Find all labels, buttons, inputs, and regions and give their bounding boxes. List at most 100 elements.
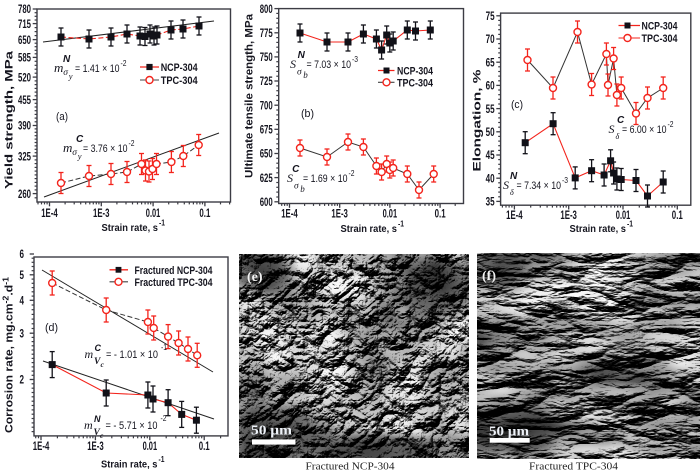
svg-text:40: 40 [486,171,495,185]
svg-text:390: 390 [18,119,31,133]
svg-text:70: 70 [486,32,495,46]
svg-text:m: m [63,140,72,155]
svg-text:-1: -1 [398,220,404,229]
svg-text:= - 5.71 × 10: = - 5.71 × 10 [106,420,158,432]
svg-text:715: 715 [18,17,31,31]
svg-text:75: 75 [486,9,495,23]
svg-text:65: 65 [486,55,495,69]
svg-text:Fractured TPC-304: Fractured TPC-304 [529,461,619,473]
svg-text:5: 5 [20,268,25,282]
svg-text:S: S [290,57,296,71]
svg-text:725: 725 [260,74,273,88]
svg-text:S: S [609,122,615,136]
svg-text:c: c [101,360,105,369]
svg-text:-2: -2 [668,120,674,129]
svg-text:780: 780 [18,2,31,16]
svg-text:(d): (d) [45,322,58,334]
svg-text:650: 650 [260,147,273,161]
svg-text:-2: -2 [121,59,127,68]
svg-text:NCP-304: NCP-304 [642,21,679,33]
svg-text:= 3.76 × 10: = 3.76 × 10 [83,143,128,155]
svg-text:650: 650 [18,33,31,47]
svg-text:700: 700 [260,98,273,112]
svg-text:45: 45 [486,148,495,162]
svg-text:1E-3: 1E-3 [560,208,577,222]
svg-text:TPC-304: TPC-304 [642,33,679,45]
svg-text:1E-3: 1E-3 [93,206,110,220]
svg-text:= 6.00 × 10: = 6.00 × 10 [622,124,667,136]
svg-text:TPC-304: TPC-304 [397,77,434,89]
svg-text:C: C [292,164,300,175]
svg-text:b: b [300,184,305,194]
svg-text:C: C [95,343,102,353]
svg-text:σ: σ [63,68,68,78]
svg-text:= 1.41 × 10: = 1.41 × 10 [75,63,120,75]
svg-text:600: 600 [260,195,273,209]
svg-text:(a): (a) [56,111,68,123]
svg-text:0.1: 0.1 [672,208,683,222]
svg-text:0.01: 0.01 [383,207,398,221]
svg-text:Yield strength, MPa: Yield strength, MPa [4,50,16,189]
svg-text:50 µm: 50 µm [489,425,529,440]
svg-text:675: 675 [260,123,273,137]
svg-text:m: m [85,347,94,361]
svg-text:1E-4: 1E-4 [506,208,523,222]
svg-text:0.01: 0.01 [146,206,161,220]
svg-text:-3: -3 [562,176,568,185]
svg-text:260: 260 [18,187,31,201]
svg-text:520: 520 [18,70,31,84]
svg-text:(b): (b) [301,108,314,120]
svg-text:N: N [63,54,71,65]
svg-text:455: 455 [18,93,31,107]
svg-text:= 7.34 × 10: = 7.34 × 10 [517,180,562,192]
svg-text:m: m [84,418,93,432]
svg-text:N: N [510,171,518,182]
svg-text:V: V [94,357,101,367]
svg-text:Elongation, %: Elongation, % [472,69,484,171]
svg-text:Fractured NCP-304: Fractured NCP-304 [306,461,396,473]
svg-text:1E-3: 1E-3 [87,439,104,453]
svg-text:2: 2 [20,373,25,387]
svg-text:Strain rate, s: Strain rate, s [341,223,398,235]
svg-text:b: b [303,70,308,80]
svg-text:Strain rate, s: Strain rate, s [570,223,627,235]
svg-text:N: N [298,50,306,61]
svg-text:(e): (e) [247,270,263,285]
svg-text:750: 750 [260,50,273,64]
svg-text:= - 1.01 × 10: = - 1.01 × 10 [106,349,158,361]
svg-text:C: C [617,115,625,126]
svg-text:625: 625 [260,171,273,185]
svg-text:0.1: 0.1 [199,206,210,220]
svg-text:Corrosion rate, mg.cm-2.d-1: Corrosion rate, mg.cm-2.d-1 [2,276,16,433]
svg-text:NCP-304: NCP-304 [161,62,199,74]
svg-text:800: 800 [260,2,273,16]
svg-text:= 7.03 × 10: = 7.03 × 10 [307,59,352,71]
svg-text:-1: -1 [159,219,165,228]
svg-text:Strain rate, s: Strain rate, s [101,459,158,471]
svg-text:Fractured TPC-304: Fractured TPC-304 [135,277,214,289]
svg-text:σ: σ [294,182,299,192]
svg-text:-3: -3 [352,55,358,64]
svg-text:-2: -2 [161,414,167,423]
svg-text:35: 35 [486,195,495,209]
svg-text:585: 585 [18,51,31,65]
svg-text:y: y [68,71,73,81]
svg-text:1E-4: 1E-4 [41,206,58,220]
svg-text:Fractured NCP-304: Fractured NCP-304 [135,265,214,277]
svg-text:50 µm: 50 µm [251,424,292,439]
svg-text:3: 3 [20,326,25,340]
svg-text:m: m [54,60,63,75]
svg-text:S: S [287,171,293,185]
svg-text:50: 50 [486,125,495,139]
svg-text:Strain rate, s: Strain rate, s [102,222,159,234]
svg-text:-2: -2 [349,169,355,178]
svg-text:δ: δ [616,132,620,141]
svg-text:N: N [94,414,101,424]
svg-text:Ultimate tensile strength, MPa: Ultimate tensile strength, MPa [244,13,256,178]
svg-text:-1: -1 [159,455,165,464]
svg-text:-1: -1 [627,220,633,229]
svg-text:C: C [76,134,84,145]
svg-text:1E-4: 1E-4 [33,439,50,453]
svg-text:775: 775 [260,26,273,40]
svg-text:y: y [77,151,82,161]
